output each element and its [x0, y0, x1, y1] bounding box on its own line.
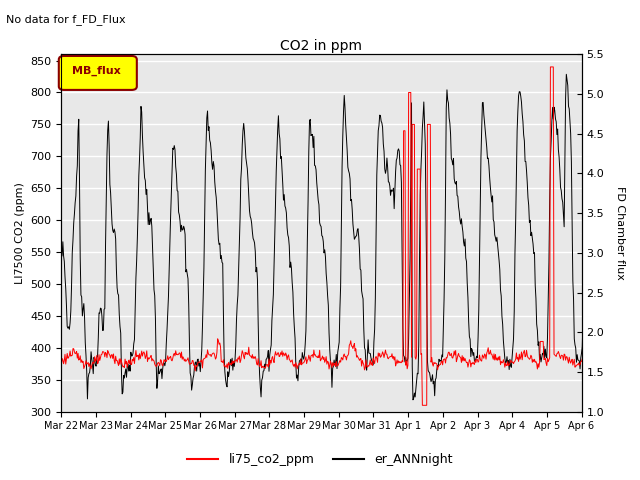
Text: MB_flux: MB_flux — [72, 66, 121, 76]
Y-axis label: LI7500 CO2 (ppm): LI7500 CO2 (ppm) — [15, 182, 25, 284]
FancyBboxPatch shape — [59, 56, 137, 90]
Y-axis label: FD Chamber flux: FD Chamber flux — [615, 186, 625, 280]
Legend: li75_co2_ppm, er_ANNnight: li75_co2_ppm, er_ANNnight — [182, 448, 458, 471]
Title: CO2 in ppm: CO2 in ppm — [280, 39, 362, 53]
Text: No data for f_FD_Flux: No data for f_FD_Flux — [6, 14, 126, 25]
